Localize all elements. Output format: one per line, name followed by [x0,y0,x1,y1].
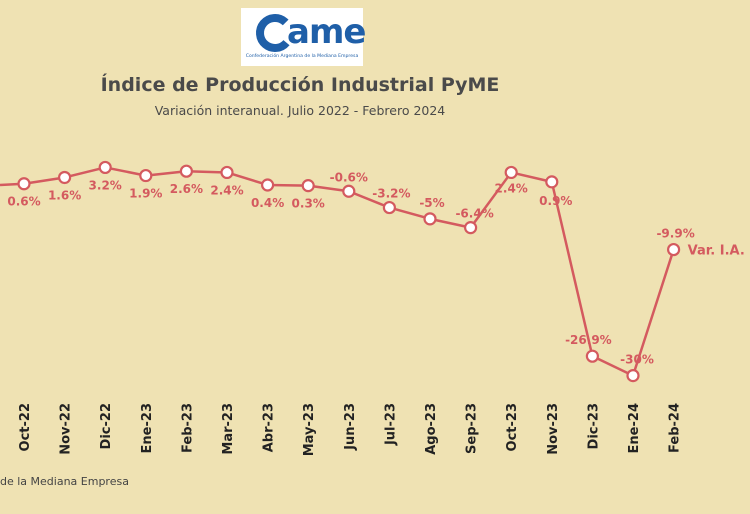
data-point-Mar-23 [220,165,234,180]
x-tick-Nov-22: Nov-22 [59,403,74,455]
data-point-Sep-23 [464,221,478,235]
series-name-label: Var. I.A. [688,244,745,259]
data-point-Feb-23 [179,164,193,178]
logo-wordmark: ame [287,12,366,52]
x-tick-Abr-23: Abr-23 [262,403,277,452]
x-tick-Feb-24: Feb-24 [668,403,683,453]
value-label-Mar-23: 2.4% [210,183,243,197]
x-tick-Dic-23: Dic-23 [586,403,601,449]
value-label-Jun-23: -0.6% [330,170,368,184]
data-point-Oct-23 [504,165,518,180]
x-tick-Ene-23: Ene-23 [140,403,155,453]
x-tick-Ago-23: Ago-23 [424,403,439,455]
data-point-Ene-24 [626,369,640,383]
x-tick-May-23: May-23 [302,403,317,456]
data-point-Dic-23 [585,349,600,363]
data-point-Nov-22 [57,170,72,185]
value-label-Oct-22: 0.6% [7,195,40,209]
data-point-Feb-24 [666,242,681,257]
x-tick-Oct-22: Oct-22 [18,403,33,451]
x-tick-Nov-23: Nov-23 [546,403,561,455]
value-label-Feb-24: -9.9% [656,227,694,241]
source-note: de la Mediana Empresa [0,475,129,488]
value-label-Ene-23: 1.9% [129,187,162,201]
came-logo: ame Confederación Argentina de la Median… [241,8,366,66]
value-label-Feb-23: 2.6% [170,182,203,196]
data-point-Ene-23 [139,168,153,183]
value-label-Sep-23: -6.4% [455,207,493,221]
value-label-Dic-22: 3.2% [89,178,122,192]
value-label-Ago-23: -5% [419,196,444,210]
chart-subtitle: Variación interanual. Julio 2022 - Febre… [154,103,446,118]
data-point-Nov-23 [545,175,559,189]
value-label-Abr-23: 0.4% [251,196,284,210]
x-tick-Sep-23: Sep-23 [465,403,480,454]
value-label-Nov-22: 1.6% [48,188,81,202]
data-point-Dic-22 [98,160,112,175]
x-tick-Ene-24: Ene-24 [627,403,642,453]
value-label-Ene-24: -30% [620,353,654,367]
data-point-Oct-22 [17,177,31,191]
x-tick-Jul-23: Jul-23 [383,403,398,446]
value-label-May-23: 0.3% [292,197,325,211]
chart-title: Índice de Producción Industrial PyME [100,74,500,96]
value-label-Jul-23: -3.2% [372,187,410,201]
value-label-Nov-23: 0.9% [539,194,572,208]
x-tick-Oct-23: Oct-23 [505,403,520,451]
data-point-Jun-23 [342,184,356,198]
x-tick-Feb-23: Feb-23 [180,403,195,453]
data-point-Abr-23 [261,178,275,192]
x-tick-Jun-23: Jun-23 [343,403,358,451]
data-point-May-23 [301,179,315,193]
logo-tagline: Confederación Argentina de la Mediana Em… [245,54,359,59]
x-tick-Dic-22: Dic-22 [99,403,114,449]
value-label-Dic-23: -26.9% [565,333,612,347]
value-label-Oct-23: 2.4% [495,181,528,195]
logo-c-mark [256,14,294,52]
data-point-Jul-23 [382,200,396,215]
data-point-Ago-23 [423,212,437,226]
x-tick-Mar-23: Mar-23 [221,403,236,455]
